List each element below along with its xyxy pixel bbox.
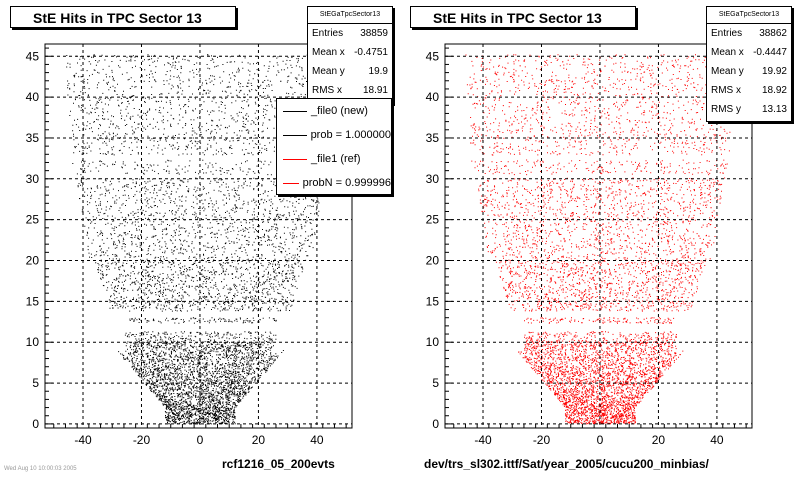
stats-label: Entries — [711, 28, 743, 39]
left-stats-row: RMS x 18.91 — [308, 81, 392, 100]
y-tick-label: 5 — [432, 376, 439, 390]
y-tick-label: 25 — [26, 213, 40, 227]
stats-label: Entries — [312, 28, 344, 39]
stats-value: -0.4447 — [753, 47, 787, 58]
right-caption: dev/trs_sl302.ittf/Sat/year_2005/cucu200… — [424, 457, 709, 471]
legend-box: _file0 (new) prob = 1.000000 _file1 (ref… — [276, 98, 392, 195]
stats-value: -0.4751 — [354, 47, 388, 58]
stats-value: 19.9 — [368, 66, 388, 77]
stats-label: RMS y — [711, 104, 741, 115]
legend-swatch — [283, 182, 299, 184]
right-scatter-plot: -40 -20 0 20 40 0 5 10 15 20 25 30 35 40 45 — [426, 43, 753, 447]
legend-label: _file0 (new) — [311, 105, 368, 117]
y-tick-label: 0 — [32, 417, 39, 431]
right-title-text: StE Hits in TPC Sector 13 — [433, 10, 602, 26]
stats-value: 38862 — [759, 28, 787, 39]
x-tick-label: 20 — [252, 433, 266, 447]
left-caption: rcf1216_05_200evts — [222, 457, 335, 471]
y-tick-label: 45 — [426, 49, 440, 63]
legend-entry: prob = 1.000000 — [277, 123, 391, 147]
left-stats-row: Mean x -0.4751 — [308, 43, 392, 62]
legend-label: probN = 0.999996 — [302, 177, 391, 189]
stats-label: Mean x — [711, 47, 744, 58]
y-tick-label: 45 — [26, 49, 40, 63]
scatter-markers — [465, 54, 735, 425]
right-stats-row: RMS y 13.13 — [707, 100, 791, 119]
stats-value: 13.13 — [761, 104, 787, 115]
left-stats-box: StEGaTpcSector13 Entries 38859 Mean x -0.4… — [307, 6, 393, 104]
right-title: StE Hits in TPC Sector 13 — [410, 6, 636, 28]
left-title: StE Hits in TPC Sector 13 — [10, 6, 236, 28]
legend-swatch — [283, 110, 307, 112]
left-stats-row: Mean y 19.9 — [308, 62, 392, 81]
stats-label: Mean y — [312, 66, 345, 77]
x-tick-label: 0 — [597, 433, 604, 447]
legend-label: prob = 1.000000 — [310, 129, 391, 141]
stats-value: 18.92 — [761, 85, 787, 96]
y-tick-label: 15 — [26, 294, 40, 308]
x-tick-label: 0 — [197, 433, 204, 447]
x-tick-label: -40 — [74, 433, 92, 447]
right-stats-row: Entries 38862 — [707, 24, 791, 43]
stats-value: 18.91 — [362, 85, 388, 96]
stats-label: RMS x — [312, 85, 342, 96]
y-tick-label: 10 — [426, 335, 440, 349]
legend-entry: probN = 0.999996 — [277, 171, 391, 194]
legend-entry: _file0 (new) — [277, 99, 391, 123]
right-stats-row: Mean y 19.92 — [707, 62, 791, 81]
y-tick-label: 0 — [432, 417, 439, 431]
y-tick-label: 10 — [26, 335, 40, 349]
right-stats-row: RMS x 18.92 — [707, 81, 791, 100]
x-tick-label: -20 — [533, 433, 551, 447]
y-tick-label: 35 — [426, 131, 440, 145]
legend-swatch — [283, 158, 307, 160]
y-tick-label: 30 — [426, 172, 440, 186]
y-tick-label: 15 — [426, 294, 440, 308]
stats-label: Mean y — [711, 66, 744, 77]
x-tick-label: -40 — [474, 433, 492, 447]
legend-swatch — [283, 134, 307, 136]
x-tick-label: 40 — [310, 433, 324, 447]
stats-label: Mean x — [312, 47, 345, 58]
y-tick-label: 20 — [426, 254, 440, 268]
left-title-text: StE Hits in TPC Sector 13 — [33, 10, 202, 26]
left-stats-name: StEGaTpcSector13 — [308, 7, 392, 24]
stats-label: RMS x — [711, 85, 741, 96]
left-stats-row: Entries 38859 — [308, 24, 392, 43]
stats-value: 38859 — [360, 28, 388, 39]
x-tick-label: 20 — [652, 433, 666, 447]
y-tick-label: 35 — [26, 131, 40, 145]
right-stats-row: Mean x -0.4447 — [707, 43, 791, 62]
y-tick-label: 30 — [26, 172, 40, 186]
right-stats-name: StEGaTpcSector13 — [707, 7, 791, 24]
legend-label: _file1 (ref) — [311, 153, 361, 165]
right-stats-box: StEGaTpcSector13 Entries 38862 Mean x -0.4… — [706, 6, 792, 122]
legend-entry: _file1 (ref) — [277, 147, 391, 171]
x-tick-label: -20 — [133, 433, 151, 447]
y-tick-label: 20 — [26, 254, 40, 268]
y-tick-label: 25 — [426, 213, 440, 227]
footer-stamp: Wed Aug 10 10:00:03 2005 — [4, 466, 77, 472]
scatter-points — [465, 54, 735, 425]
y-tick-label: 40 — [426, 90, 440, 104]
stats-value: 19.92 — [761, 66, 787, 77]
x-tick-label: 40 — [710, 433, 724, 447]
y-tick-label: 40 — [26, 90, 40, 104]
y-tick-label: 5 — [32, 376, 39, 390]
